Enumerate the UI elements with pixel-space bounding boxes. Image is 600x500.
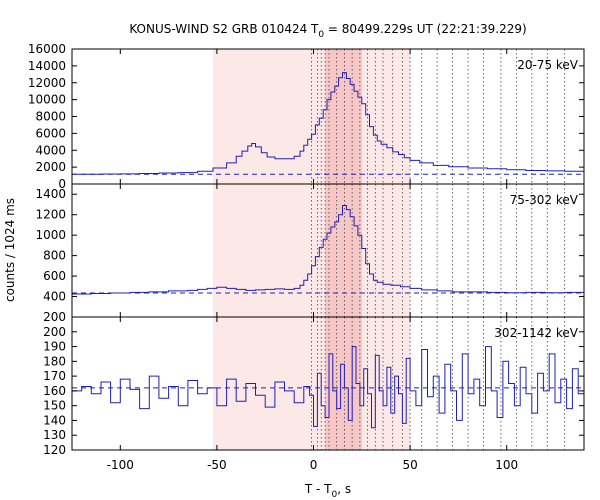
x-axis-label-subscript: 0 [332,490,338,500]
chart-title-rest: = 80499.229s UT (22:21:39.229) [324,22,527,36]
y-tick-label: 160 [43,384,66,398]
light-curve-series [72,205,584,295]
x-axis-label-main: T - T [304,482,332,496]
chart-title-main: KONUS-WIND S2 GRB 010424 T [129,22,319,36]
light-curve-series [72,72,585,175]
y-tick-label: 600 [43,269,66,283]
light-curve-series [72,346,585,429]
x-axis-label: T - T0, s [304,482,351,500]
chart-title-subscript: 0 [318,30,324,40]
y-tick-label: 200 [43,310,66,324]
shaded-region-3 [325,184,362,317]
y-tick-label: 12000 [28,76,66,90]
y-tick-label: 190 [43,340,66,354]
x-tick-label: -100 [107,458,134,472]
y-tick-label: 200 [43,325,66,339]
y-tick-label: 170 [43,369,66,383]
y-tick-label: 1200 [35,208,66,222]
x-tick-label: 100 [495,458,518,472]
plot-area: 020004000600080001000012000140001600020-… [28,42,585,472]
x-tick-label: 50 [402,458,417,472]
x-axis-label-rest: , s [337,482,351,496]
panel-frame [71,316,585,451]
y-tick-label: 0 [58,177,66,191]
y-tick-label: 1400 [35,187,66,201]
y-tick-label: 150 [43,399,66,413]
y-tick-label: 1000 [35,228,66,242]
y-tick-label: 180 [43,354,66,368]
panel-1: 0 2000 4000 6000 8000 10000 12000 14000 16000 20-… [28,42,585,191]
x-tick-label: -50 [207,458,227,472]
y-tick-label: 4000 [35,143,66,157]
y-axis-label: counts / 1024 ms [3,198,17,302]
energy-band-label: 20-75 keV [517,58,579,72]
chart-title: KONUS-WIND S2 GRB 010424 T0 = 80499.229s… [129,22,526,40]
y-tick-label: 800 [43,249,66,263]
y-tick-label: 140 [43,413,66,427]
y-tick-label: 16000 [28,42,66,56]
y-tick-label: 2000 [35,160,66,174]
panel-2: 200 400 600 800 1000 1200 1400 75-302 keV [35,183,585,324]
energy-band-label: 75-302 keV [510,193,579,207]
shaded-region-1 [213,49,314,184]
shaded-region-1 [213,317,314,450]
y-tick-label: 120 [43,443,66,457]
y-tick-label: 10000 [28,93,66,107]
y-tick-label: 6000 [35,126,66,140]
x-tick-label: 0 [310,458,318,472]
y-tick-label: 8000 [35,110,66,124]
y-tick-label: 14000 [28,59,66,73]
y-tick-label: 400 [43,290,66,304]
shaded-region-3 [325,49,362,184]
energy-band-label: 302-1142 keV [494,326,578,340]
shaded-region-1 [213,184,314,317]
y-tick-label: 130 [43,428,66,442]
